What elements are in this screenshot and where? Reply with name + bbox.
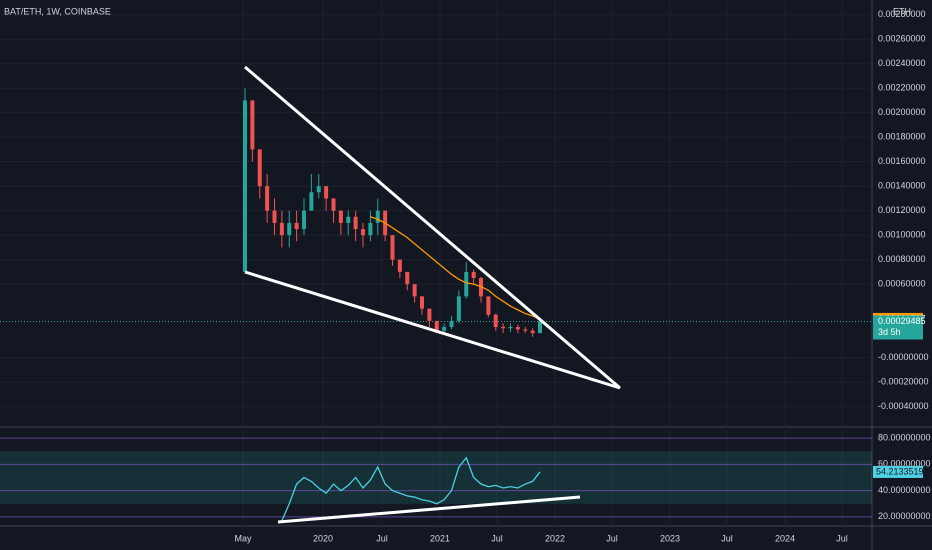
candle-body xyxy=(294,222,299,230)
y-tick-label: 0.00100000 xyxy=(878,230,926,240)
candle-body xyxy=(530,330,535,334)
rsi-line xyxy=(281,456,541,522)
x-tick-label: Jul xyxy=(836,533,848,543)
y-tick-label: -0.00020000 xyxy=(878,377,929,387)
y-tick-label: 0.00080000 xyxy=(878,254,926,264)
candle-body xyxy=(302,210,306,230)
price-tag-label: 0.00029485 xyxy=(878,316,926,326)
grid xyxy=(0,0,872,526)
candle-body xyxy=(375,210,380,223)
candle-body xyxy=(346,216,351,223)
x-tick-label: 2024 xyxy=(775,533,795,543)
rsi-trendline xyxy=(277,495,581,524)
candle-body xyxy=(427,308,432,321)
x-tick-label: Jul xyxy=(491,533,503,543)
trendline-upper xyxy=(244,65,621,390)
candle-body xyxy=(442,327,447,331)
rsi-tick-label: 80.00000000 xyxy=(878,432,931,442)
candle-body xyxy=(279,222,284,236)
candle-body xyxy=(464,271,469,297)
rsi-tag-label: 54.21335198 xyxy=(876,466,929,476)
chart-title: BAT/ETH, 1W, COINBASE xyxy=(4,6,111,16)
candle-body xyxy=(338,210,343,223)
x-tick-label: 2022 xyxy=(545,533,565,543)
candle-body xyxy=(434,320,439,331)
candle-body xyxy=(523,329,528,331)
candle-body xyxy=(361,229,365,236)
y-tick-label: 0.00280000 xyxy=(878,9,926,19)
x-tick-label: 2020 xyxy=(313,533,333,543)
candle-body xyxy=(316,186,321,193)
trendline-lower xyxy=(244,270,621,390)
currency: ETH xyxy=(893,6,911,16)
candle-body xyxy=(449,320,454,328)
candle-body xyxy=(331,198,336,211)
y-tick-label: 0.00180000 xyxy=(878,132,926,142)
candle-body xyxy=(368,222,373,236)
candle-body xyxy=(287,222,292,236)
candle-body xyxy=(508,327,513,329)
countdown: 3d 5h xyxy=(878,327,901,337)
candle-body xyxy=(515,327,520,330)
candle-body xyxy=(309,192,314,211)
marks xyxy=(243,88,542,522)
y-tick-label: 0.00200000 xyxy=(878,107,926,117)
candle-body xyxy=(405,271,410,285)
x-tick-label: Jul xyxy=(376,533,388,543)
y-tick-label: 0.00140000 xyxy=(878,181,926,191)
rsi-tag xyxy=(873,465,923,478)
x-tick-label: 2023 xyxy=(660,533,680,543)
price-tag xyxy=(873,315,923,340)
y-tick-label: 0.00120000 xyxy=(878,205,926,215)
x-tick-label: May xyxy=(234,533,252,543)
y-tick-label: 0.00220000 xyxy=(878,83,926,93)
rsi-tick-label: 60.00000000 xyxy=(878,459,931,469)
candle-body xyxy=(265,186,270,211)
candle-body xyxy=(390,235,395,260)
rsi-tick-label: 40.00000000 xyxy=(878,485,931,495)
candle-body xyxy=(412,284,417,297)
moving-average xyxy=(370,216,541,320)
candle-body xyxy=(324,186,329,199)
y-tick-label: 0.00160000 xyxy=(878,156,926,166)
candle-body xyxy=(257,149,262,187)
candle-body xyxy=(243,100,247,272)
y-tick-label: 0.00060000 xyxy=(878,279,926,289)
candle-body xyxy=(493,314,498,328)
candle-body xyxy=(538,321,542,334)
candle-body xyxy=(420,296,424,309)
candle-body xyxy=(486,296,491,315)
candle-body xyxy=(353,216,358,230)
rsi-tick-label: 20.00000000 xyxy=(878,511,931,521)
y-tick-label: 0.00260000 xyxy=(878,34,926,44)
candle-body xyxy=(471,271,476,279)
candle-body xyxy=(272,210,277,223)
y-tick-label: 0.00240000 xyxy=(878,58,926,68)
x-tick-label: 2021 xyxy=(430,533,450,543)
y-tick-label: -0.00040000 xyxy=(878,401,929,411)
x-tick-label: Jul xyxy=(721,533,733,543)
x-tick-label: Jul xyxy=(606,533,618,543)
candle-body xyxy=(250,100,255,150)
candle-body xyxy=(397,259,402,272)
rsi-band xyxy=(0,451,872,504)
y-tick-label: -0.00000000 xyxy=(878,352,929,362)
candle-body xyxy=(501,327,506,329)
candle-body xyxy=(456,296,461,321)
